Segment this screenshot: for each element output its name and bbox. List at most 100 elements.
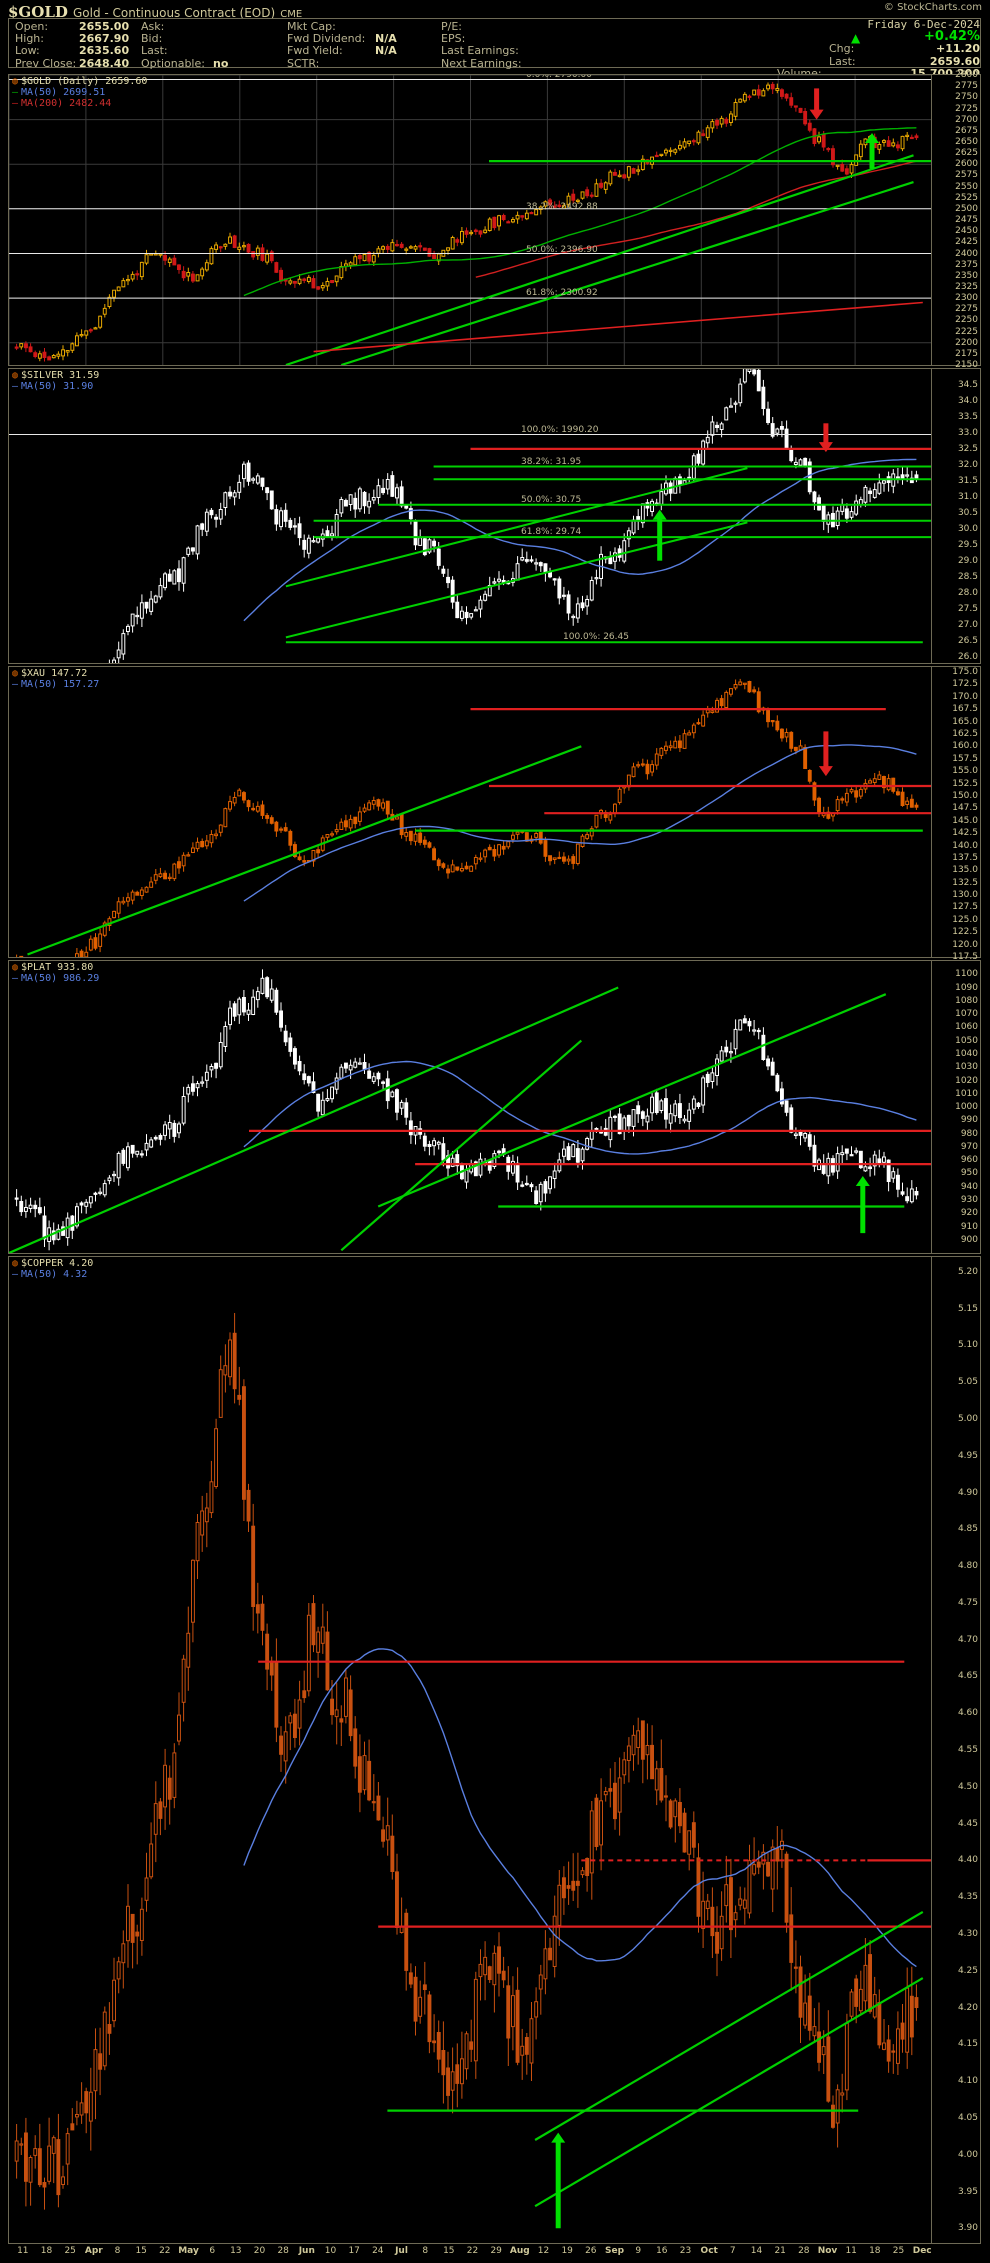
x-axis-tick: 29 xyxy=(490,2246,502,2256)
quote-value: 2667.90 xyxy=(79,32,130,46)
panel-gold[interactable]: 0.0%: 2790.00 38.2%: 2492.88 50.0%: 2396.9… xyxy=(8,70,981,370)
x-axis-tick: 26 xyxy=(585,2246,597,2256)
ma200-swatch-icon: — xyxy=(12,98,19,109)
quote-row-pe: P/E: xyxy=(441,20,601,33)
y-axis-tick: 2200 xyxy=(955,337,978,348)
y-axis-tick: 34.0 xyxy=(957,396,978,406)
quote-box: Open: 2655.00 High: 2667.90 Low: 2635.60 Pr… xyxy=(8,18,981,79)
panel-xau[interactable]: ◍ $XAU 147.72— MA(50) 157.27 117.5 120.0 122… xyxy=(8,666,981,962)
x-axis-tick: 15 xyxy=(135,2246,147,2256)
quote-label: Last Earnings: xyxy=(441,44,519,58)
quote-value: 2648.40 xyxy=(79,56,130,70)
y-axis-tick: 142.5 xyxy=(952,828,978,839)
y-axis-tick: 1010 xyxy=(955,1088,978,1099)
panel-plat-plot[interactable]: ◍ $PLAT 933.80— MA(50) 986.29 xyxy=(9,961,932,1253)
quote-value: no xyxy=(213,56,229,70)
panel-gold-y-axis: 2150 2175 2200 2225 2250 2275 2300 2325 2350 2375… xyxy=(931,70,980,370)
y-axis-tick: 31.0 xyxy=(957,491,978,502)
panel-copper-plot[interactable]: ◍ $COPPER 4.20— MA(50) 4.32 xyxy=(9,1257,932,2243)
panel-plat-legend: ◍ $PLAT 933.80— MA(50) 986.29 xyxy=(12,962,99,984)
quote-row-eps: EPS: xyxy=(441,32,601,46)
y-axis-tick: 2575 xyxy=(955,170,978,181)
y-axis-tick: 30.0 xyxy=(957,523,978,534)
x-axis-tick: 8 xyxy=(114,2246,121,2256)
y-axis-tick: 2600 xyxy=(955,159,978,170)
y-axis-tick: 125.0 xyxy=(952,914,978,925)
y-axis-tick: 2475 xyxy=(955,215,978,225)
quote-row-open: Open: 2655.00 xyxy=(15,20,140,33)
y-axis-tick: 4.15 xyxy=(957,2039,978,2050)
y-axis-tick: 1040 xyxy=(955,1048,978,1059)
x-axis-tick: 22 xyxy=(159,2246,171,2256)
y-axis-tick: 4.80 xyxy=(957,1561,978,1571)
y-axis-tick: 32.0 xyxy=(957,459,978,470)
legend-symbol-row: ◍ $XAU 147.72 xyxy=(12,668,99,679)
panel-plat-y-axis: 900 910 920 930 940 950 960 970 980 990 1000 1010 10… xyxy=(931,961,980,1253)
legend-symbol: $PLAT 933.80 xyxy=(21,962,94,973)
y-axis-tick: 930 xyxy=(960,1194,978,1205)
x-axis-tick: 17 xyxy=(348,2246,360,2256)
legend-symbol-row: ◍ $PLAT 933.80 xyxy=(12,962,99,973)
y-axis-tick: 4.00 xyxy=(957,2149,978,2160)
y-axis-tick: 2675 xyxy=(955,125,978,136)
y-axis-tick: 32.5 xyxy=(957,443,978,454)
y-axis-tick: 2650 xyxy=(955,136,978,147)
y-axis-tick: 950 xyxy=(960,1168,978,1179)
fib-annotation: 50.0%: 30.75 xyxy=(521,494,582,505)
y-axis-tick: 1000 xyxy=(955,1102,978,1112)
y-axis-tick: 4.50 xyxy=(957,1781,978,1792)
panel-plat[interactable]: ◍ $PLAT 933.80— MA(50) 986.29 900 910 920 930… xyxy=(8,960,981,1254)
y-axis-tick: 26.0 xyxy=(957,651,978,662)
panel-xau-plot[interactable]: ◍ $XAU 147.72— MA(50) 157.27 xyxy=(9,667,932,957)
quote-last-row: Last: 2659.60 xyxy=(825,55,980,68)
legend-ma50-row: — MA(50) 2699.51 xyxy=(12,87,147,98)
y-axis-tick: 29.0 xyxy=(957,555,978,566)
y-axis-tick: 920 xyxy=(960,1208,978,1219)
fib-annotation: 38.2%: 31.95 xyxy=(521,456,582,467)
x-axis-tick: Oct xyxy=(700,2246,718,2256)
x-axis-tick: Jun xyxy=(298,2246,315,2256)
y-axis-tick: 2150 xyxy=(955,360,978,370)
y-axis-tick: 4.65 xyxy=(957,1671,978,1682)
legend-symbol-row: ◍ $SILVER 31.59 xyxy=(12,370,99,381)
quote-label: Mkt Cap: xyxy=(287,20,336,33)
quote-value: 2655.00 xyxy=(79,20,130,33)
quote-pct-change: +0.42% xyxy=(924,29,980,45)
quote-column-1: Open: 2655.00 High: 2667.90 Low: 2635.60 Pr… xyxy=(15,20,140,70)
y-axis-tick: 28.0 xyxy=(957,587,978,598)
candle-swatch-icon: ◍ xyxy=(12,962,19,973)
legend-symbol-row: ◍ $GOLD (Daily) 2659.60 xyxy=(12,76,147,87)
quote-label: Low: xyxy=(15,44,40,58)
quote-label: Open: xyxy=(15,20,49,33)
x-axis-tick: Jul xyxy=(395,2246,408,2256)
panel-gold-plot[interactable]: 0.0%: 2790.00 38.2%: 2492.88 50.0%: 2396.9… xyxy=(9,75,932,365)
y-axis-tick: 2175 xyxy=(955,348,978,359)
x-axis-tick: 6 xyxy=(209,2246,216,2256)
quote-row-next-earnings: Next Earnings: xyxy=(441,57,601,70)
candle-swatch-icon: ◍ xyxy=(12,76,19,87)
candle-swatch-icon: ◍ xyxy=(12,668,19,679)
x-axis-tick: 25 xyxy=(892,2246,905,2256)
y-axis-tick: 135.0 xyxy=(952,865,978,876)
fib-annotation: 38.2%: 2492.88 xyxy=(526,202,598,212)
quote-change-row: Chg: +11.20 xyxy=(825,43,980,55)
x-axis-tick: 11 xyxy=(17,2246,29,2256)
legend-ma50-row: — MA(50) 31.90 xyxy=(12,381,99,392)
y-axis-tick: 26.5 xyxy=(957,635,978,646)
x-axis-tick: 20 xyxy=(253,2246,266,2256)
panel-copper[interactable]: ◍ $COPPER 4.20— MA(50) 4.32 3.90 3.95 4.00 4.… xyxy=(8,1256,981,2244)
y-axis-tick: 970 xyxy=(960,1141,978,1152)
silver-plot-svg xyxy=(9,369,932,663)
y-axis-tick: 29.5 xyxy=(957,539,978,550)
quote-label: Prev Close: xyxy=(15,56,77,70)
quote-label: EPS: xyxy=(441,32,466,46)
y-axis-tick: 31.5 xyxy=(957,475,978,486)
ma50-swatch-icon: — xyxy=(12,87,19,98)
quote-row-fwd-yield: Fwd Yield: N/A xyxy=(287,45,437,57)
legend-ma50: MA(50) 986.29 xyxy=(21,973,100,984)
quote-row-mkt-cap: Mkt Cap: xyxy=(287,20,437,33)
legend-ma50: MA(50) 157.27 xyxy=(21,679,100,690)
x-axis-tick: 22 xyxy=(466,2246,479,2256)
